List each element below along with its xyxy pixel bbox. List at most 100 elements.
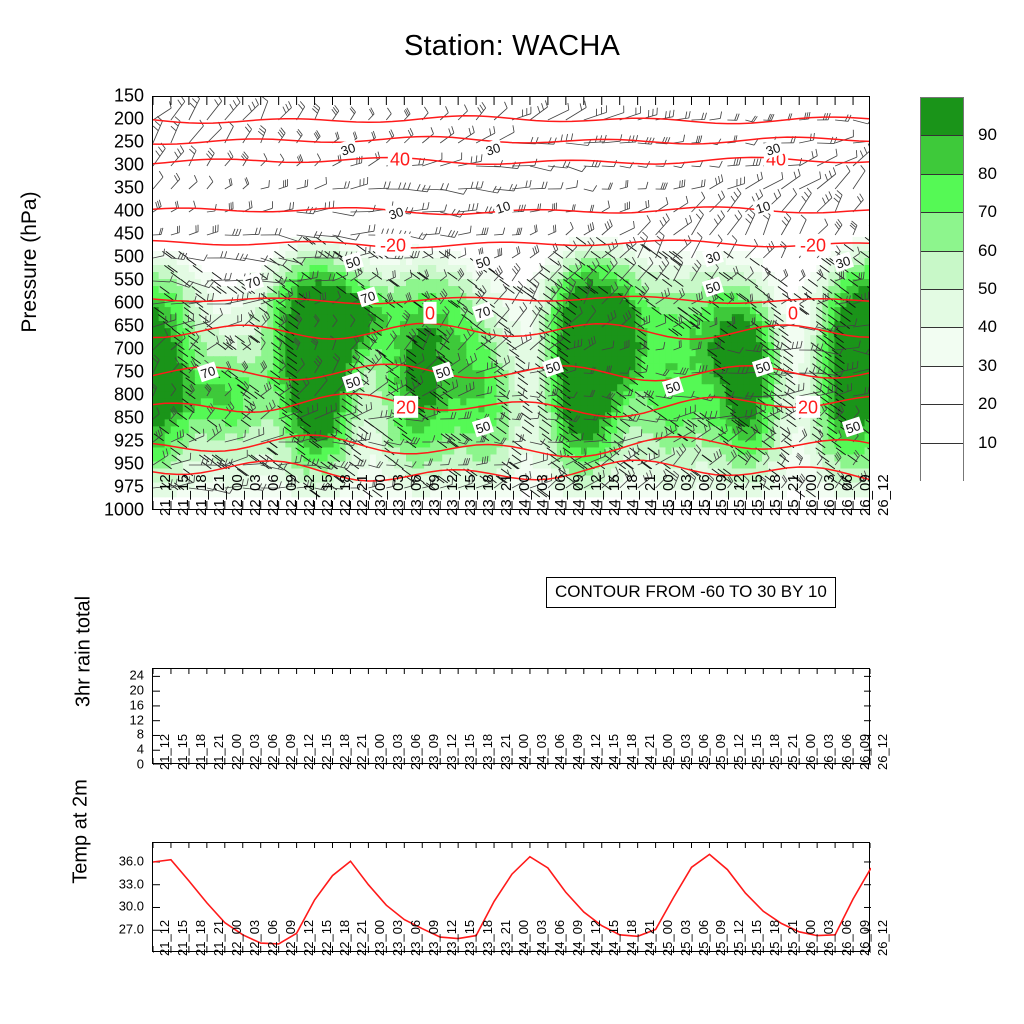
time-tick-label: 25_12 xyxy=(731,733,747,770)
time-tick-label: 25_09 xyxy=(713,733,729,770)
time-tick-label: 24_00 xyxy=(516,733,531,770)
colorbar-band xyxy=(921,98,963,137)
time-tick-label: 25_15 xyxy=(749,733,765,770)
time-tick-label: 25_18 xyxy=(767,919,783,956)
rain-tick-label: 8 xyxy=(136,726,144,742)
time-tick-label: 21_18 xyxy=(192,919,208,956)
colorbar-tick-label: 40 xyxy=(978,317,997,337)
time-tick-label: 22_12 xyxy=(300,474,318,516)
time-tick-label: 24_12 xyxy=(587,919,603,956)
time-tick-label: 25_03 xyxy=(677,919,693,956)
time-tick-label: 23_12 xyxy=(444,474,462,516)
time-tick-label: 24_09 xyxy=(569,919,585,956)
colorbar-tick-label: 50 xyxy=(978,279,997,298)
colorbar-band xyxy=(921,251,963,290)
time-tick-label: 23_12 xyxy=(444,919,460,956)
temperature-line xyxy=(152,853,872,945)
time-tick-label: 25_06 xyxy=(695,474,713,516)
colorbar-band xyxy=(921,405,963,444)
rain-tick-label: 24 xyxy=(129,667,144,683)
time-tick-label: 26_12 xyxy=(875,919,890,956)
time-tick-label: 23_15 xyxy=(462,919,478,956)
rain-y-axis-label: 3hr rain total xyxy=(72,595,95,708)
time-tick-label: 22_15 xyxy=(318,919,334,956)
temp-tick-label: 27.0 xyxy=(118,921,144,937)
time-tick-label: 24_12 xyxy=(587,474,605,516)
humidity-colorbar[interactable] xyxy=(920,97,964,482)
time-tick-label: 24_03 xyxy=(533,733,549,770)
time-tick-label: 21_21 xyxy=(210,919,226,956)
time-tick-label: 22_12 xyxy=(300,919,316,956)
main-y-axis-ticks: 150 200 250 300 350 400 450 500 550 600 650 700 750 8… xyxy=(82,86,144,520)
time-tick-label: 21_12 xyxy=(157,919,172,956)
time-tick-label: 22_15 xyxy=(318,474,336,516)
time-tick-label: 25_09 xyxy=(713,474,731,516)
colorbar-tick-label: 60 xyxy=(978,240,997,260)
time-tick-label: 21_21 xyxy=(210,733,226,770)
time-tick-label: 23_18 xyxy=(480,919,496,956)
time-tick-label: 24_00 xyxy=(516,919,531,956)
pressure-tick-label: 500 xyxy=(113,246,144,267)
time-tick-label: 25_03 xyxy=(677,474,695,516)
time-tick-label: 26_00 xyxy=(803,733,819,770)
pressure-tick-label: 750 xyxy=(113,361,144,382)
time-tick-label: 24_03 xyxy=(533,474,551,516)
axis-tickmarks xyxy=(153,97,854,509)
time-tick-label: 22_18 xyxy=(336,474,354,516)
time-tick-label: 24_03 xyxy=(533,919,549,956)
time-tick-label: 26_06 xyxy=(839,733,855,770)
time-tick-label: 25_03 xyxy=(677,733,693,770)
time-tick-label: 23_03 xyxy=(390,919,406,956)
time-tick-label: 26_09 xyxy=(857,474,875,516)
time-tick-label: 24_15 xyxy=(605,474,623,516)
time-tick-label: 25_00 xyxy=(659,919,675,956)
time-tick-label: 25_00 xyxy=(659,474,677,516)
time-tick-label: 21_15 xyxy=(174,733,190,770)
colorbar-band xyxy=(921,366,963,406)
time-tick-label: 26_06 xyxy=(839,474,857,516)
time-tick-label: 24_18 xyxy=(623,733,639,770)
time-tick-label: 26_09 xyxy=(857,919,873,956)
pressure-tick-label: 800 xyxy=(113,384,144,405)
page-title: Station: WACHA xyxy=(403,30,621,62)
time-tick-label: 21_15 xyxy=(174,919,190,956)
time-tick-label: 24_09 xyxy=(569,733,585,770)
time-tick-label: 23_12 xyxy=(444,733,460,770)
pressure-tick-label: 350 xyxy=(113,177,144,198)
temperature-panel[interactable] xyxy=(152,842,872,953)
pressure-tick-label: 850 xyxy=(113,407,144,428)
colorbar-band xyxy=(921,136,963,175)
colorbar-tick-label: 90 xyxy=(978,125,997,145)
time-tick-label: 24_21 xyxy=(641,733,657,770)
time-tick-label: 22_06 xyxy=(264,733,280,770)
time-tick-label: 23_18 xyxy=(480,733,496,770)
rain-total-panel[interactable] xyxy=(152,668,872,766)
time-tick-label: 25_18 xyxy=(767,733,783,770)
time-tick-label: 24_12 xyxy=(587,733,603,770)
time-tick-label: 26_12 xyxy=(875,733,890,770)
rain-y-axis-ticks: 0 4 8 12 16 20 24 xyxy=(96,667,144,772)
time-tick-label: 25_00 xyxy=(659,733,675,770)
pressure-tick-label: 400 xyxy=(113,200,144,221)
time-tick-label: 23_03 xyxy=(390,733,406,770)
colorbar-tick-label: 10 xyxy=(978,432,997,452)
time-tick-label: 23_00 xyxy=(372,474,390,516)
time-tick-label: 25_15 xyxy=(749,919,765,956)
rain-y-tickmarks xyxy=(153,675,871,766)
pressure-tick-label: 200 xyxy=(113,108,144,129)
time-tick-label: 24_15 xyxy=(605,919,621,956)
time-tick-label: 23_09 xyxy=(426,733,442,770)
time-tick-label: 22_21 xyxy=(354,919,370,956)
pressure-tick-label: 700 xyxy=(113,338,144,359)
pressure-tick-label: 925 xyxy=(113,430,144,451)
time-height-cross-section[interactable]: 40 40 -20 -20 0 0 20 20 30 30 30 30 10 10 50 50 30 30 70 70… xyxy=(152,96,870,510)
time-tick-label: 22_06 xyxy=(264,474,282,516)
pressure-tick-label: 950 xyxy=(113,453,144,474)
temp-tick-label: 36.0 xyxy=(118,853,144,869)
time-tick-label: 25_12 xyxy=(731,919,747,956)
rain-tick-label: 20 xyxy=(129,682,144,698)
time-tick-label: 24_18 xyxy=(623,919,639,956)
time-tick-label: 22_03 xyxy=(246,474,264,516)
rain-tick-label: 12 xyxy=(129,712,144,728)
